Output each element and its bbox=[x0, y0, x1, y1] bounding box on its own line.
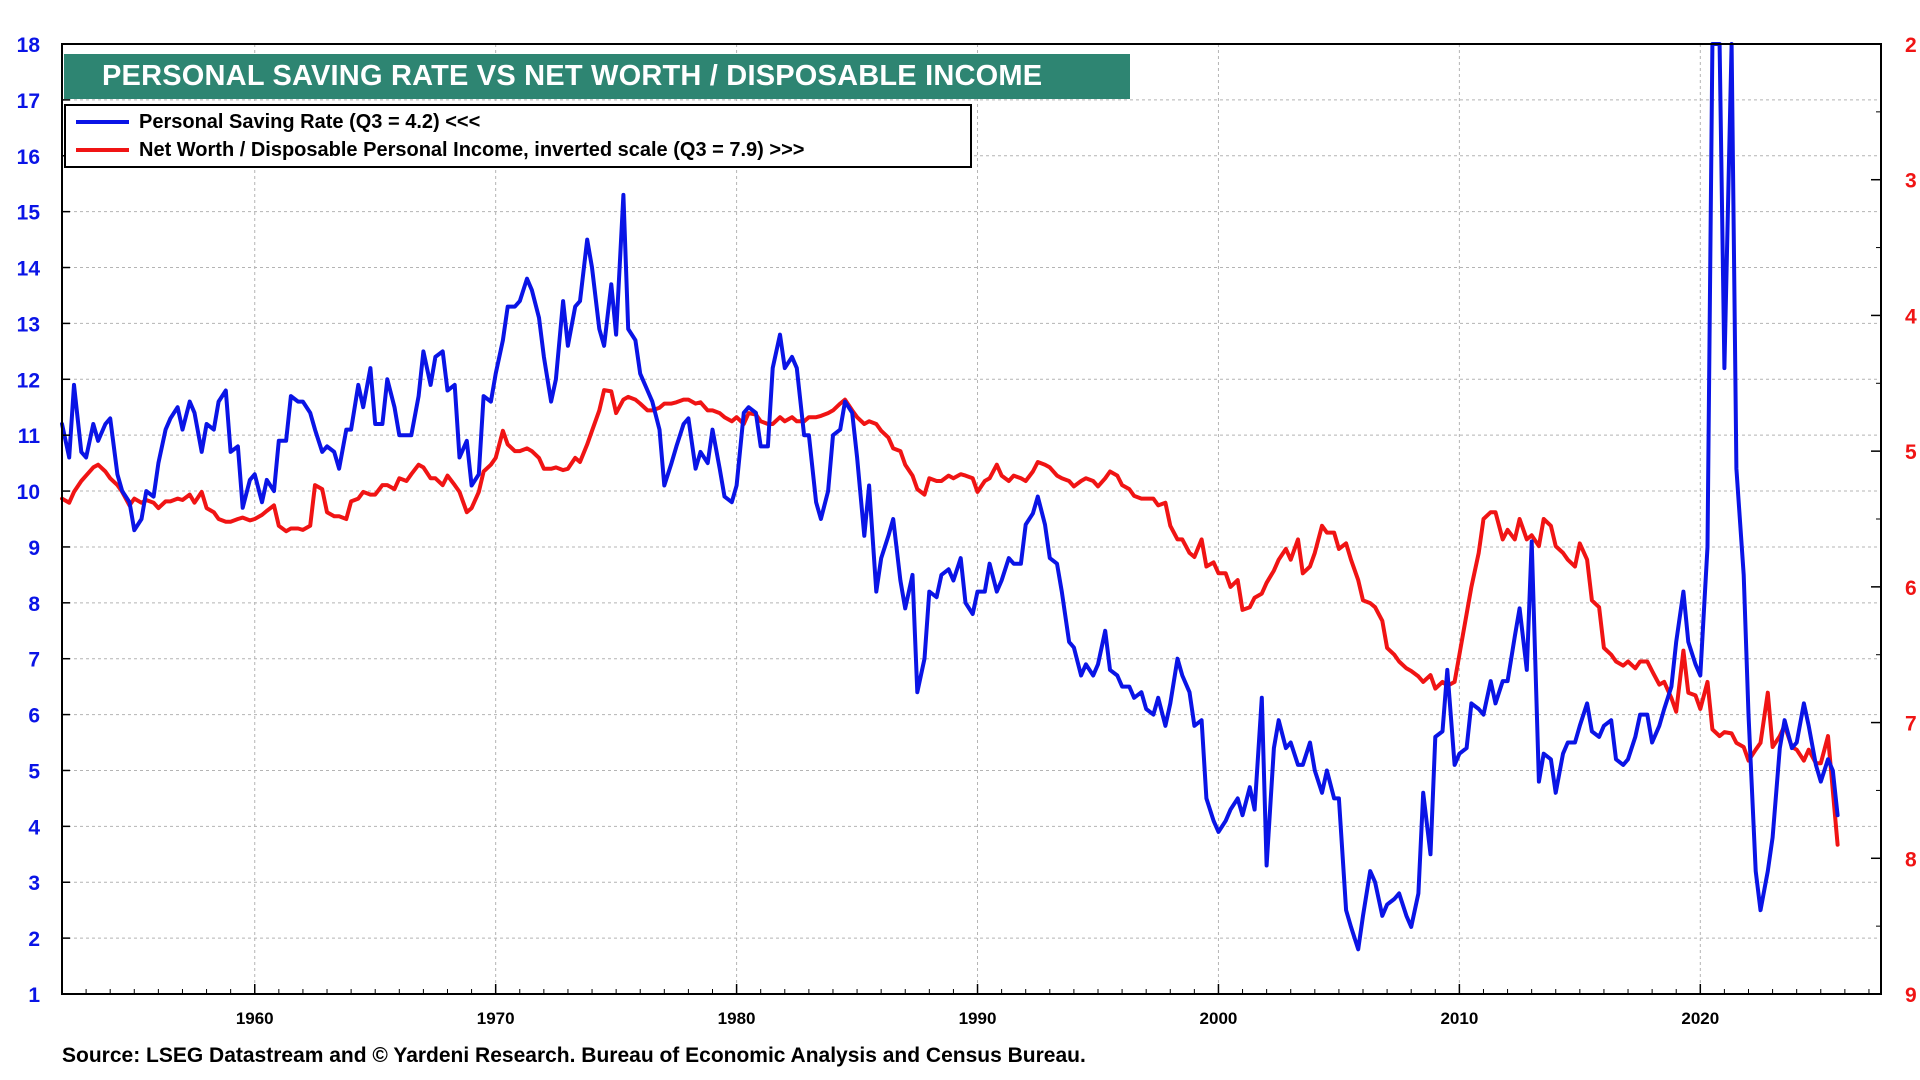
legend-label-networth: Net Worth / Disposable Personal Income, … bbox=[139, 138, 805, 161]
left-tick-label: 17 bbox=[17, 90, 40, 113]
left-tick-label: 16 bbox=[17, 146, 40, 169]
right-axis: 2 3 4 5 6 7 8 9 bbox=[1871, 34, 1917, 1007]
plot-frame bbox=[61, 43, 1882, 995]
right-tick-label: 6 bbox=[1905, 577, 1917, 600]
series-line-saving-rate bbox=[60, 42, 1840, 952]
x-tick-label: 1980 bbox=[718, 1009, 756, 1028]
series-line-net-worth bbox=[60, 388, 1840, 847]
x-tick-label: 1960 bbox=[236, 1009, 274, 1028]
chart-title: PERSONAL SAVING RATE VS NET WORTH / DISP… bbox=[64, 54, 1130, 99]
left-tick-label: 8 bbox=[28, 593, 40, 616]
legend-swatch-saving bbox=[76, 120, 129, 124]
left-tick-label: 18 bbox=[17, 34, 41, 57]
x-tick-label: 2020 bbox=[1681, 1009, 1719, 1028]
left-tick-label: 9 bbox=[28, 537, 40, 560]
left-tick-label: 15 bbox=[17, 202, 41, 225]
legend-label-saving: Personal Saving Rate (Q3 = 4.2) <<< bbox=[139, 110, 481, 133]
left-tick-label: 10 bbox=[17, 481, 40, 504]
x-tick-label: 2000 bbox=[1200, 1009, 1238, 1028]
left-tick-label: 5 bbox=[28, 760, 40, 783]
chart-title-text: PERSONAL SAVING RATE VS NET WORTH / DISP… bbox=[102, 60, 1043, 92]
right-tick-label: 3 bbox=[1905, 170, 1917, 193]
grid bbox=[62, 44, 1881, 994]
legend-item-saving-rate: Personal Saving Rate (Q3 = 4.2) <<< bbox=[76, 109, 480, 135]
left-tick-label: 11 bbox=[18, 425, 41, 448]
left-tick-label: 6 bbox=[28, 705, 40, 728]
series-lines bbox=[60, 42, 1840, 952]
legend-item-net-worth: Net Worth / Disposable Personal Income, … bbox=[76, 137, 804, 163]
right-tick-label: 4 bbox=[1905, 305, 1917, 328]
left-tick-label: 13 bbox=[17, 313, 40, 336]
legend: Personal Saving Rate (Q3 = 4.2) <<< Net … bbox=[64, 104, 972, 168]
right-tick-label: 8 bbox=[1905, 848, 1917, 871]
x-tick-label: 1970 bbox=[477, 1009, 515, 1028]
left-tick-label: 14 bbox=[17, 258, 41, 281]
left-tick-label: 4 bbox=[28, 816, 40, 839]
left-tick-label: 1 bbox=[28, 984, 40, 1007]
x-axis: 1960 1970 1980 1990 2000 2010 2020 bbox=[61, 984, 1870, 1028]
legend-swatch-networth bbox=[76, 148, 129, 152]
left-tick-label: 7 bbox=[28, 649, 40, 672]
left-tick-label: 2 bbox=[28, 928, 40, 951]
x-tick-label: 1990 bbox=[959, 1009, 997, 1028]
right-tick-label: 9 bbox=[1905, 984, 1917, 1007]
right-tick-label: 2 bbox=[1905, 34, 1917, 57]
source-note: Source: LSEG Datastream and © Yardeni Re… bbox=[62, 1044, 1086, 1067]
right-tick-label: 5 bbox=[1905, 441, 1917, 464]
right-tick-label: 7 bbox=[1905, 713, 1917, 736]
left-tick-label: 3 bbox=[28, 872, 40, 895]
x-tick-label: 2010 bbox=[1440, 1009, 1478, 1028]
left-tick-label: 12 bbox=[17, 369, 40, 392]
